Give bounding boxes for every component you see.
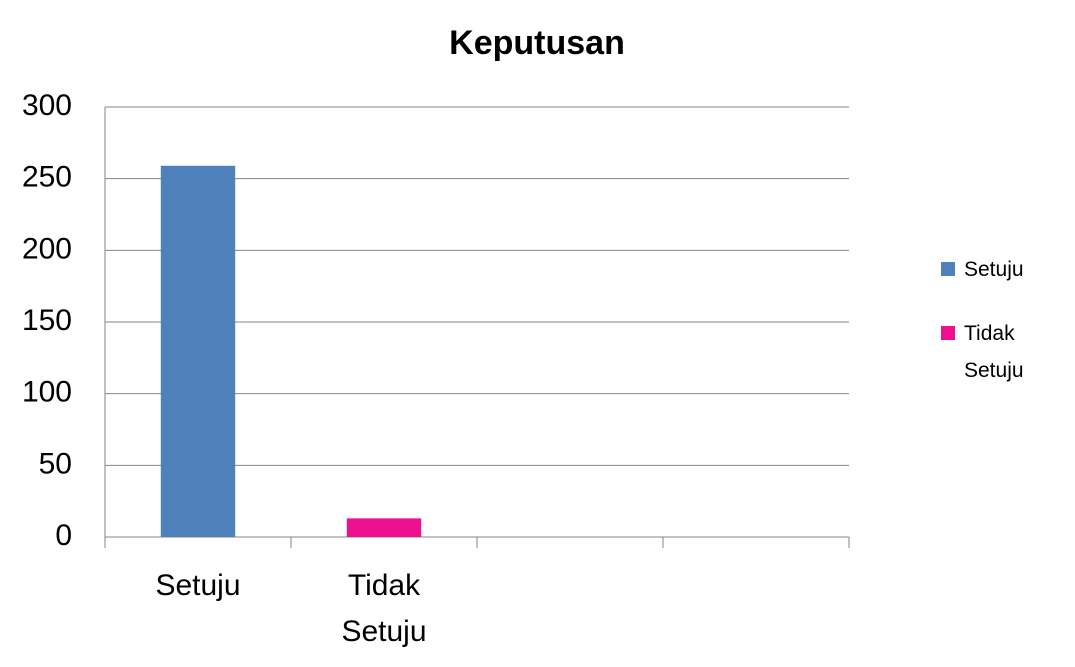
legend-swatch xyxy=(941,326,955,340)
legend-label: Setuju xyxy=(964,258,1024,281)
bar xyxy=(160,165,236,537)
y-tick-label: 50 xyxy=(39,447,72,480)
y-tick-label: 100 xyxy=(22,376,72,409)
y-tick-label: 0 xyxy=(55,519,72,552)
x-tick-label: Setuju xyxy=(155,569,241,602)
legend-label: Tidak Setuju xyxy=(964,322,1024,382)
bar xyxy=(346,518,422,537)
chart-title: Keputusan xyxy=(449,24,625,62)
y-tick-label: 200 xyxy=(22,232,72,265)
x-tick-label: Tidak Setuju xyxy=(341,569,427,648)
legend-swatch xyxy=(941,262,955,276)
y-tick-label: 300 xyxy=(22,89,72,122)
y-tick-label: 250 xyxy=(22,161,72,194)
y-tick-label: 150 xyxy=(22,304,72,337)
